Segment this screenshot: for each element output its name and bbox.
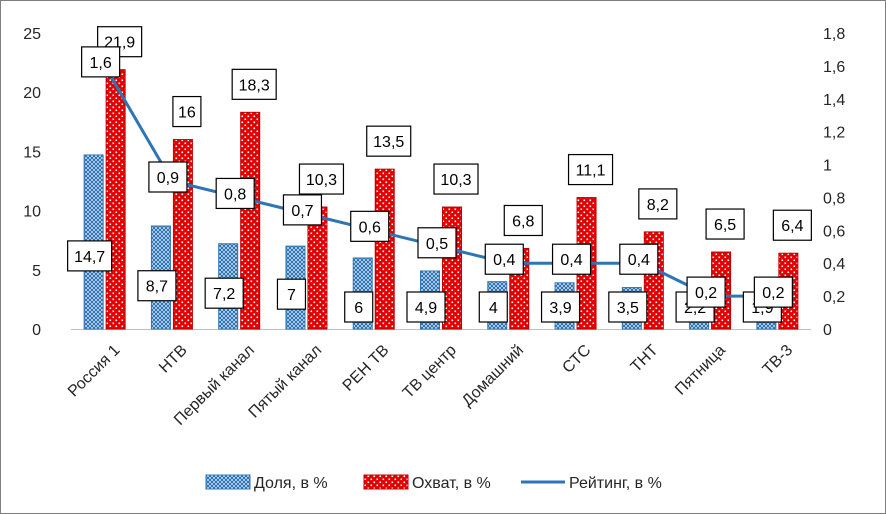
reach-data-label: 6,4 (781, 218, 803, 235)
bar-reach (374, 168, 395, 330)
y-left-tick-label: 15 (23, 144, 41, 161)
reach-data-label: 11,1 (576, 163, 606, 180)
reach-data-label: 18,3 (239, 77, 270, 94)
rating-data-label-box (282, 194, 323, 226)
rating-data-label: 0,4 (560, 252, 582, 269)
reach-data-label-box (503, 204, 543, 237)
share-data-label: 3,9 (549, 300, 571, 317)
share-data-label-box (137, 270, 177, 302)
x-category-label: ТВ центр (400, 342, 460, 402)
rating-data-label: 0,9 (157, 170, 179, 187)
reach-data-label-box (366, 125, 412, 157)
rating-data-label-box (148, 161, 188, 193)
rating-data-label-box (753, 276, 793, 308)
legend-reach-label: Охват, в % (412, 475, 491, 492)
y-right-tick-label: 1,4 (823, 92, 845, 109)
reach-data-label: 6,8 (512, 213, 534, 230)
x-category-label: Пятница (672, 342, 729, 399)
reach-data-label-box (433, 163, 479, 195)
reach-data-label: 6,5 (714, 217, 736, 234)
reach-data-label-box (298, 163, 345, 195)
share-data-label-box (406, 291, 446, 323)
share-data-label-box (608, 291, 648, 323)
y-right-tick-label: 1 (823, 158, 832, 175)
y-left-tick-label: 20 (23, 85, 41, 102)
rating-data-label-box (619, 243, 659, 275)
share-data-label: 14,7 (74, 249, 105, 266)
y-left-tick-label: 5 (32, 263, 41, 280)
share-data-label-box (67, 240, 113, 272)
share-data-label: 7,2 (213, 286, 235, 303)
legend-share-label: Доля, в % (254, 475, 328, 492)
share-data-label: 8,7 (146, 279, 168, 296)
bar-reach (105, 69, 126, 330)
y-right-tick-label: 1,6 (823, 59, 845, 76)
share-data-label: 4,9 (415, 300, 437, 317)
reach-data-label-box (638, 188, 678, 220)
reach-data-label-box (172, 95, 202, 128)
share-data-label: 7 (287, 287, 296, 304)
x-category-label: СТС (559, 342, 594, 377)
share-data-label: 6 (354, 300, 363, 317)
rating-data-label-box (551, 243, 592, 275)
rating-data-label-box (417, 227, 457, 259)
rating-data-label-box (215, 177, 255, 210)
rating-data-label-box (484, 243, 524, 275)
rating-data-label: 0,5 (426, 236, 448, 253)
rating-data-label-box (81, 46, 121, 78)
y-right-tick-label: 1,2 (823, 125, 845, 142)
legend-share-swatch (205, 474, 251, 490)
share-data-label-box (204, 277, 244, 309)
share-data-label: 4 (489, 300, 498, 317)
x-category-label: ТНТ (628, 342, 662, 376)
reach-data-label: 8,2 (647, 197, 669, 214)
y-right-tick-label: 0,6 (823, 223, 845, 240)
share-data-label-box (276, 278, 307, 310)
x-category-label: РЕН ТВ (340, 342, 393, 395)
legend-reach-swatch (363, 474, 409, 490)
reach-data-label: 10,3 (440, 172, 471, 189)
y-left-tick-label: 25 (23, 26, 41, 43)
rating-data-label: 0,2 (762, 285, 784, 302)
share-data-label-box (540, 291, 581, 323)
x-category-label: Домашний (459, 342, 527, 410)
rating-data-label: 0,2 (695, 285, 717, 302)
x-category-label: ТВ-3 (760, 342, 797, 379)
reach-data-label: 16 (178, 105, 196, 122)
reach-data-label-box (231, 68, 277, 100)
share-data-label-box (344, 291, 374, 323)
reach-data-label-box (772, 209, 812, 241)
rating-data-label: 0,4 (628, 252, 650, 269)
share-data-label-box (478, 291, 508, 323)
y-right-tick-label: 0,8 (823, 190, 845, 207)
bar-reach (240, 111, 261, 330)
y-right-tick-label: 0,2 (823, 289, 845, 306)
rating-data-label: 0,6 (359, 219, 381, 236)
y-left-tick-label: 0 (32, 322, 41, 339)
reach-data-label: 13,5 (373, 134, 404, 151)
x-category-label: Россия 1 (65, 342, 124, 401)
y-right-tick-label: 1,8 (823, 26, 845, 43)
rating-data-label-box (350, 210, 390, 242)
y-right-tick-label: 0,4 (823, 256, 845, 273)
legend-rating-label: Рейтинг, в % (569, 475, 662, 492)
reach-data-label-box (705, 208, 745, 240)
rating-data-label: 1,6 (90, 55, 112, 72)
rating-data-label-box (686, 276, 726, 308)
reach-data-label-box (567, 153, 614, 186)
y-right-tick-label: 0 (823, 322, 832, 339)
x-category-label: НТВ (156, 342, 191, 377)
rating-data-label: 0,8 (224, 186, 246, 203)
reach-data-label: 10,3 (306, 172, 337, 189)
share-data-label: 3,5 (617, 300, 639, 317)
y-left-tick-label: 10 (23, 204, 41, 221)
rating-data-label: 0,4 (493, 252, 515, 269)
rating-data-label: 0,7 (291, 203, 313, 220)
